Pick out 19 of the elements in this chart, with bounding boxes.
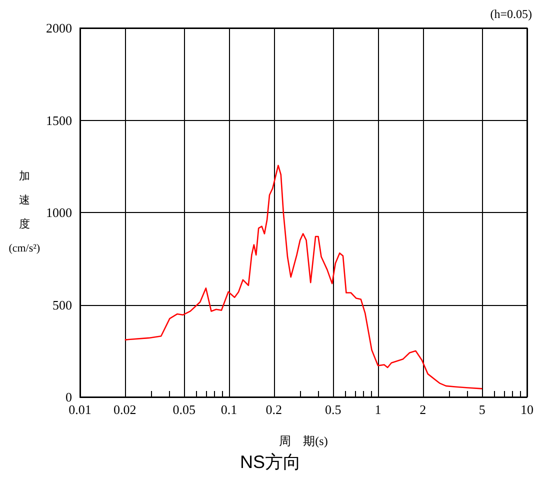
y-tick-label: 500 (52, 297, 72, 312)
x-tick-label: 1 (374, 402, 382, 417)
y-tick-label: 1500 (46, 112, 72, 128)
y-axis-title: 加速度(cm/s²) (8, 170, 40, 254)
x-tick-label: 10 (520, 402, 534, 417)
x-tick-label: 0.05 (172, 402, 196, 417)
y-tick-label: 1000 (46, 205, 72, 220)
x-tick-label: 5 (478, 402, 486, 417)
y-tick-label: 0 (66, 390, 72, 404)
x-tick-label: 0.01 (68, 402, 92, 417)
y-tick-label: 2000 (46, 20, 72, 36)
x-tick-label: 2 (420, 402, 426, 417)
x-tick-label: 0.2 (266, 402, 282, 417)
text: NS方向 (240, 452, 302, 472)
text: (h=0.05) (490, 7, 532, 21)
x-tick-label: 0.5 (325, 402, 342, 417)
x-tick-label: 0.1 (220, 402, 238, 417)
x-tick-label: 0.02 (113, 402, 136, 417)
x-axis-title: 周 期(s) (279, 434, 328, 448)
